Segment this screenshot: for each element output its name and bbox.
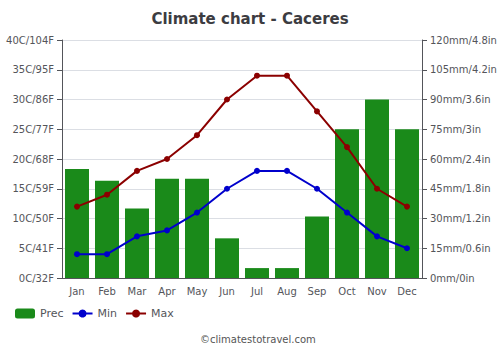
svg-text:45mm/1.8in: 45mm/1.8in: [430, 183, 491, 194]
svg-text:10C/50F: 10C/50F: [12, 213, 54, 224]
svg-text:Oct: Oct: [338, 286, 355, 297]
svg-text:15mm/0.6in: 15mm/0.6in: [430, 243, 491, 254]
svg-text:Feb: Feb: [98, 286, 116, 297]
svg-text:Jan: Jan: [68, 286, 84, 297]
svg-text:Max: Max: [151, 307, 174, 320]
svg-text:0C/32F: 0C/32F: [19, 273, 54, 284]
svg-text:Jul: Jul: [250, 286, 263, 297]
svg-text:5C/41F: 5C/41F: [19, 243, 54, 254]
svg-text:©climatestotravel.com: ©climatestotravel.com: [200, 334, 316, 345]
svg-text:40C/104F: 40C/104F: [6, 35, 54, 46]
svg-text:30C/86F: 30C/86F: [12, 94, 54, 105]
svg-text:75mm/3in: 75mm/3in: [430, 124, 481, 135]
svg-text:Apr: Apr: [158, 286, 176, 297]
svg-text:Climate chart - Caceres: Climate chart - Caceres: [151, 10, 348, 28]
svg-text:Nov: Nov: [367, 286, 387, 297]
svg-text:Jun: Jun: [218, 286, 235, 297]
svg-text:Prec: Prec: [40, 307, 64, 320]
svg-text:30mm/1.2in: 30mm/1.2in: [430, 213, 491, 224]
svg-text:Sep: Sep: [308, 286, 327, 297]
svg-text:Dec: Dec: [397, 286, 416, 297]
svg-text:Mar: Mar: [128, 286, 148, 297]
svg-text:15C/59F: 15C/59F: [12, 183, 54, 194]
svg-text:20C/68F: 20C/68F: [12, 154, 54, 165]
svg-text:35C/95F: 35C/95F: [12, 64, 54, 75]
svg-text:0mm/0in: 0mm/0in: [430, 273, 475, 284]
svg-text:25C/77F: 25C/77F: [12, 124, 54, 135]
svg-text:90mm/3.6in: 90mm/3.6in: [430, 94, 491, 105]
svg-text:Aug: Aug: [277, 286, 297, 297]
svg-text:Min: Min: [98, 307, 118, 320]
svg-text:120mm/4.8in: 120mm/4.8in: [430, 35, 497, 46]
svg-text:105mm/4.2in: 105mm/4.2in: [430, 64, 497, 75]
svg-text:May: May: [187, 286, 208, 297]
svg-text:60mm/2.4in: 60mm/2.4in: [430, 154, 491, 165]
